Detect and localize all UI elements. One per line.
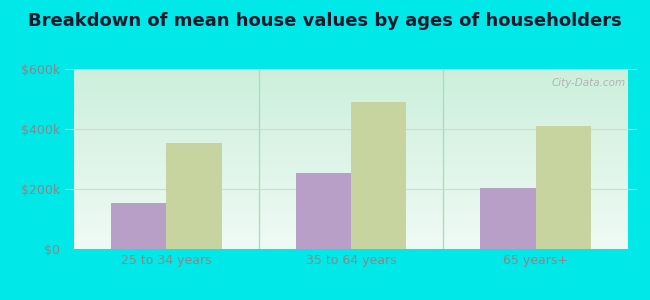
Bar: [166, 142, 222, 249]
Text: City-Data.com: City-Data.com: [551, 78, 625, 88]
Text: Breakdown of mean house values by ages of householders: Breakdown of mean house values by ages o…: [28, 12, 622, 30]
Bar: [536, 126, 591, 249]
Bar: [296, 172, 351, 249]
Bar: [111, 202, 166, 249]
Bar: [480, 188, 536, 249]
Bar: [351, 102, 406, 249]
